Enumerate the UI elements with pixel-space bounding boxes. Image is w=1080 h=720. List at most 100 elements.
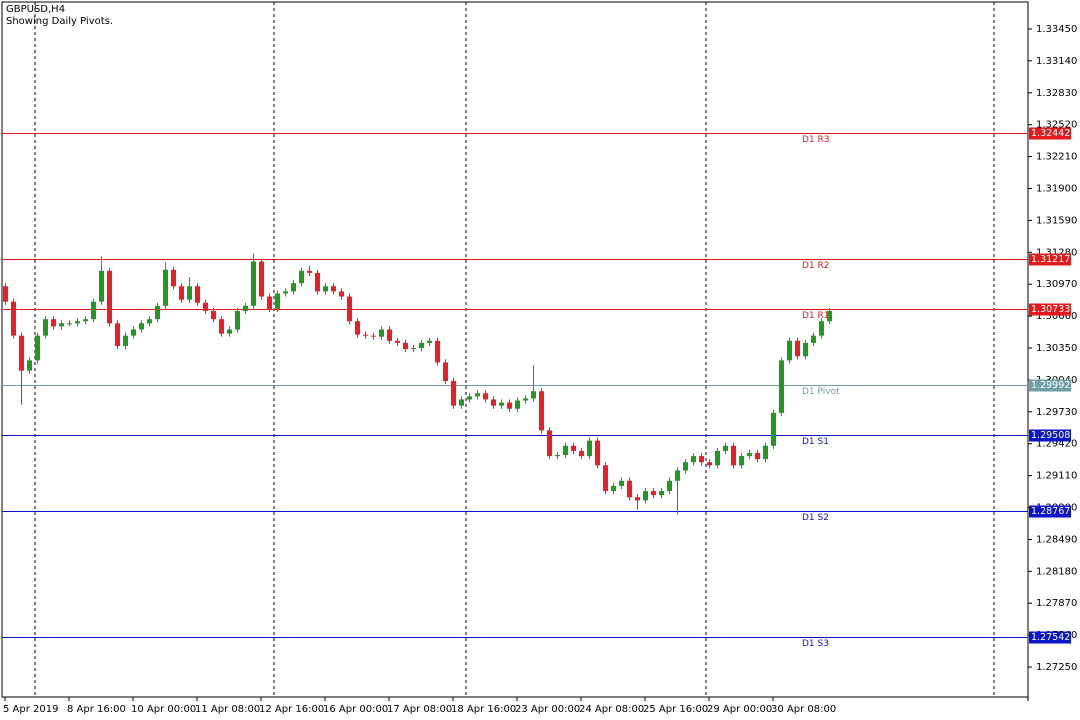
candle-body — [307, 270, 312, 273]
x-tick-label: 11 Apr 08:00 — [195, 704, 260, 715]
candle-body — [203, 302, 208, 311]
candle-body — [819, 321, 824, 336]
chart-subtitle: Showing Daily Pivots. — [6, 16, 113, 27]
y-tick-label: 1.31900 — [1036, 183, 1077, 194]
candle-body — [443, 362, 448, 381]
candle-body — [571, 445, 576, 451]
candle-body — [667, 480, 672, 492]
price-tag — [1029, 379, 1071, 392]
candle-body — [699, 456, 704, 463]
candle-body — [379, 329, 384, 337]
candle-body — [707, 462, 712, 466]
candle-body — [603, 465, 608, 492]
candle-body — [355, 321, 360, 335]
y-tick-label: 1.33140 — [1036, 56, 1077, 67]
candle-body — [715, 450, 720, 466]
candle-body — [515, 400, 520, 409]
candle-body — [467, 396, 472, 400]
candle-body — [107, 270, 112, 324]
candle-body — [531, 391, 536, 399]
y-tick-label: 1.32210 — [1036, 152, 1077, 163]
x-tick-label: 16 Apr 00:00 — [323, 704, 388, 715]
period-separators — [34, 2, 995, 697]
y-tick-label: 1.28180 — [1036, 566, 1077, 577]
price-tag-label: 1.28767 — [1031, 506, 1070, 517]
price-tag-label: 1.27542 — [1031, 632, 1070, 643]
pivot-label: D1 R1 — [802, 311, 830, 321]
candle-body — [619, 480, 624, 486]
candle-body — [643, 491, 648, 501]
candle-body — [787, 340, 792, 361]
candle-body — [579, 450, 584, 457]
pivot-label: D1 Pivot — [802, 387, 840, 397]
pivot-label: D1 S3 — [802, 639, 829, 649]
y-tick-label: 1.32520 — [1036, 120, 1077, 131]
price-tag — [1029, 631, 1071, 644]
candle-body — [299, 270, 304, 284]
candle-body — [59, 323, 64, 327]
candle-body — [315, 272, 320, 292]
candle-body — [483, 393, 488, 400]
candle-body — [419, 342, 424, 349]
candle-body — [339, 291, 344, 297]
candle-body — [723, 445, 728, 451]
candle-body — [11, 301, 16, 336]
candle-body — [27, 360, 32, 371]
candle-body — [211, 310, 216, 320]
candle-body — [83, 319, 88, 322]
x-tick-label: 18 Apr 16:00 — [451, 704, 516, 715]
candle-body — [323, 286, 328, 292]
candle-body — [491, 399, 496, 406]
candle-body — [259, 261, 264, 297]
candle-body — [635, 497, 640, 501]
candle-body — [219, 319, 224, 334]
y-tick-label: 1.28490 — [1036, 534, 1077, 545]
price-tag — [1029, 127, 1071, 140]
candle-body — [275, 293, 280, 309]
candle-body — [139, 323, 144, 330]
candle-body — [539, 391, 544, 431]
y-tick-label: 1.29110 — [1036, 471, 1077, 482]
y-tick-label: 1.31280 — [1036, 247, 1077, 258]
candle-body — [451, 380, 456, 406]
candle-body — [659, 491, 664, 496]
candle-body — [731, 445, 736, 466]
candle-body — [291, 283, 296, 292]
candle-body — [91, 301, 96, 320]
candle-body — [595, 440, 600, 466]
x-tick-label: 10 Apr 00:00 — [131, 704, 196, 715]
candle-body — [267, 296, 272, 309]
candle-body — [179, 286, 184, 300]
candle-body — [435, 340, 440, 363]
candle-body — [587, 440, 592, 457]
candle-body — [403, 342, 408, 350]
y-tick-label: 1.27870 — [1036, 598, 1077, 609]
x-tick-label: 25 Apr 16:00 — [643, 704, 708, 715]
price-tag-label: 1.29508 — [1031, 430, 1070, 441]
plot-frame — [1, 1, 1029, 698]
y-tick-label: 1.29730 — [1036, 407, 1077, 418]
candle-body — [459, 399, 464, 406]
y-tick-label: 1.31590 — [1036, 215, 1077, 226]
candle-body — [563, 445, 568, 456]
candle-body — [51, 319, 56, 327]
pivot-label: D1 R3 — [802, 135, 830, 145]
price-tag-label: 1.30733 — [1031, 304, 1070, 315]
candle-body — [99, 270, 104, 302]
candle-body — [243, 305, 248, 311]
x-tick-label: 8 Apr 16:00 — [67, 704, 126, 715]
candle-body — [395, 340, 400, 343]
candle-body — [227, 329, 232, 334]
candle-body — [131, 329, 136, 336]
candle-body — [347, 296, 352, 322]
candle-body — [171, 269, 176, 287]
candle-body — [251, 261, 256, 306]
candle-body — [739, 456, 744, 466]
candle-body — [523, 398, 528, 401]
price-tag-label: 1.29992 — [1031, 380, 1070, 391]
candle-body — [763, 445, 768, 460]
candle-body — [547, 430, 552, 457]
candle-body — [115, 323, 120, 346]
candle-body — [803, 342, 808, 357]
candle-body — [691, 456, 696, 463]
